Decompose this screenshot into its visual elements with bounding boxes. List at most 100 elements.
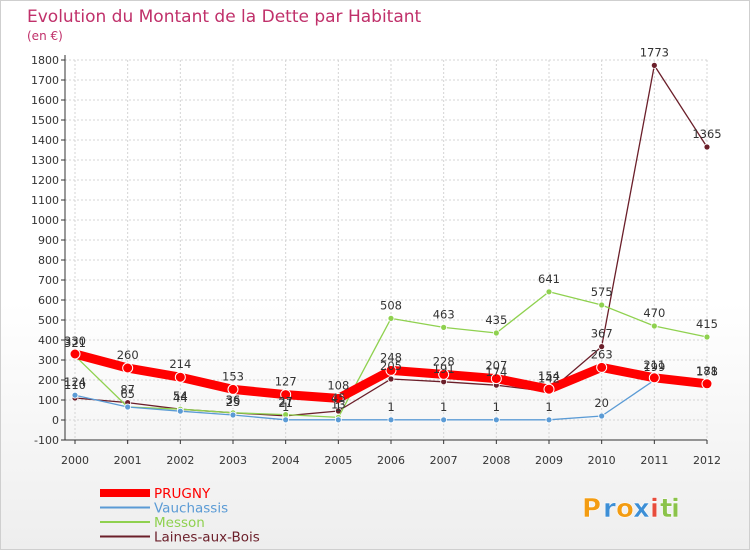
data-point xyxy=(174,371,186,383)
data-label: 415 xyxy=(696,317,718,331)
data-point xyxy=(387,375,395,383)
data-point xyxy=(648,372,660,384)
logo-letter: i xyxy=(671,494,680,524)
data-point xyxy=(122,362,134,374)
y-tick-label: 1200 xyxy=(31,174,59,187)
y-tick-label: 100 xyxy=(38,394,59,407)
data-point xyxy=(387,416,395,424)
data-label: 54 xyxy=(173,389,188,403)
data-point xyxy=(701,378,713,390)
data-point xyxy=(229,411,237,419)
data-point xyxy=(438,368,450,380)
data-point xyxy=(176,407,184,415)
logo-letter: t xyxy=(660,494,672,524)
x-tick-label: 2004 xyxy=(272,454,300,467)
data-label: 330 xyxy=(64,334,86,348)
data-point xyxy=(282,416,290,424)
data-label: 154 xyxy=(538,369,560,383)
legend-label: Messon xyxy=(154,515,205,531)
data-label: 1365 xyxy=(692,127,721,141)
data-label: 1773 xyxy=(640,45,669,59)
data-point xyxy=(71,391,79,399)
data-label: 174 xyxy=(485,365,507,379)
data-point xyxy=(596,361,608,373)
data-label: 142 xyxy=(538,372,560,386)
data-point xyxy=(703,333,711,341)
data-label: 127 xyxy=(275,375,297,389)
data-label: 199 xyxy=(643,360,665,374)
data-point xyxy=(545,288,553,296)
y-tick-label: 800 xyxy=(38,254,59,267)
logo-letter: r xyxy=(603,494,616,524)
data-label: 27 xyxy=(278,395,293,409)
data-label: 575 xyxy=(591,285,613,299)
data-label: 178 xyxy=(696,364,718,378)
y-tick-label: 300 xyxy=(38,354,59,367)
axes: -100 0 100 200 300 400 500 600 700 800 900 1000 1100… xyxy=(31,54,721,467)
data-point xyxy=(543,383,555,395)
data-point xyxy=(703,143,711,151)
legend-label: Laines-aux-Bois xyxy=(154,530,260,546)
data-label: 65 xyxy=(120,387,135,401)
data-point xyxy=(490,373,502,385)
y-tick-label: 1100 xyxy=(31,194,59,207)
data-label: 36 xyxy=(226,393,241,407)
x-tick-label: 2011 xyxy=(640,454,668,467)
x-tick-label: 2000 xyxy=(61,454,89,467)
y-tick-label: 1300 xyxy=(31,154,59,167)
data-point xyxy=(227,383,239,395)
y-tick-label: 1500 xyxy=(31,114,59,127)
y-tick-label: 1000 xyxy=(31,214,59,227)
data-point xyxy=(69,348,81,360)
data-point xyxy=(332,392,344,404)
data-point xyxy=(334,416,342,424)
data-label: 1 xyxy=(493,400,500,414)
data-label: 214 xyxy=(169,357,191,371)
data-label: 20 xyxy=(594,396,609,410)
y-tick-label: 0 xyxy=(52,414,59,427)
y-tick-label: 1700 xyxy=(31,74,59,87)
y-tick-label: 200 xyxy=(38,374,59,387)
data-label: 1 xyxy=(282,400,289,414)
data-label: 87 xyxy=(120,383,135,397)
data-label: 1 xyxy=(545,400,552,414)
data-label: 263 xyxy=(591,347,613,361)
data-point xyxy=(650,322,658,330)
data-point xyxy=(440,323,448,331)
y-tick-label: 1600 xyxy=(31,94,59,107)
data-point xyxy=(598,301,606,309)
y-tick-label: 900 xyxy=(38,234,59,247)
chart-title: Evolution du Montant de la Dette par Hab… xyxy=(27,7,422,27)
data-label: 181 xyxy=(696,364,718,378)
data-label: 1 xyxy=(387,400,394,414)
data-point xyxy=(598,412,606,420)
x-tick-label: 2005 xyxy=(324,454,352,467)
x-tick-label: 2003 xyxy=(219,454,247,467)
y-tick-label: 700 xyxy=(38,274,59,287)
x-tick-label: 2010 xyxy=(588,454,616,467)
data-point xyxy=(545,416,553,424)
data-label: 641 xyxy=(538,272,560,286)
chart-subtitle: (en €) xyxy=(27,29,63,43)
data-label: 205 xyxy=(380,359,402,373)
y-tick-label: 1400 xyxy=(31,134,59,147)
data-label: 211 xyxy=(643,358,665,372)
data-label: 260 xyxy=(117,348,139,362)
data-label: 25 xyxy=(226,395,241,409)
legend-label: PRUGNY xyxy=(154,486,211,502)
y-tick-label: 600 xyxy=(38,294,59,307)
data-point xyxy=(387,314,395,322)
data-label: 1 xyxy=(440,400,447,414)
logo-letter: x xyxy=(633,494,650,524)
x-tick-label: 2008 xyxy=(482,454,510,467)
grid xyxy=(65,59,708,441)
data-label: 1 xyxy=(335,400,342,414)
data-point xyxy=(124,403,132,411)
series xyxy=(69,62,713,424)
data-point xyxy=(650,62,658,69)
